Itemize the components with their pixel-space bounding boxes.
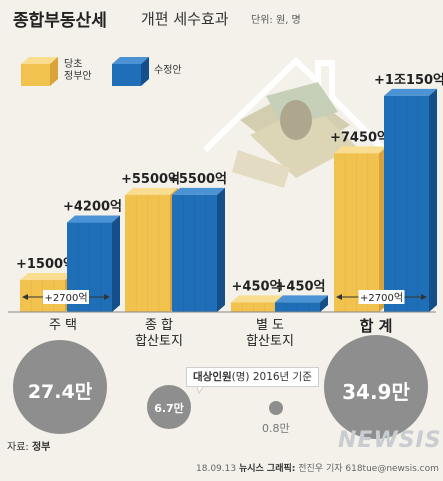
circle-total (324, 335, 428, 439)
newsis-watermark: NEWSIS (338, 428, 442, 453)
legend-revised-icon (112, 57, 149, 86)
bar-govt-3 (334, 146, 387, 312)
data-label-revised-2: +450억 (276, 279, 326, 294)
credit-date: 18.09.13 (196, 464, 237, 474)
headcount-note-bold: 대상인원 (193, 371, 232, 383)
source-value: 정부 (31, 442, 51, 453)
legend-govt-label: 당초 정부안 (64, 59, 92, 82)
legend-govt-icon (21, 57, 58, 86)
page-subtitle: 개편 세수효과 (141, 10, 229, 28)
bar-revised-1 (172, 187, 225, 312)
credit-org: 뉴시스 그래픽: (238, 464, 296, 474)
data-label-govt-0: +1500억 (16, 257, 75, 272)
circle-land-combined (147, 385, 191, 429)
data-label-revised-0: +4200억 (63, 200, 122, 215)
category-label-housing: 주 택 (48, 318, 78, 333)
credit: 18.09.13 뉴시스 그래픽: 전진우 기자 618tue@newsis.c… (196, 461, 439, 474)
bar-govt-1 (125, 187, 178, 312)
source: 자료: 정부 (7, 438, 50, 453)
circle-housing-value: 27.4만 (27, 381, 93, 403)
bar-revised-2 (275, 295, 328, 312)
data-label-govt-1: +5500억 (121, 172, 180, 187)
circle-land-combined-value: 6.7만 (154, 402, 184, 415)
category-label-total: 합 계 (359, 317, 393, 335)
source-label: 자료: (7, 442, 29, 453)
diff-label-1: +2700억 (360, 292, 403, 304)
bar-revised-3 (384, 88, 437, 312)
diff-arrow-1: +2700억 (336, 290, 427, 304)
diff-label-0: +2700억 (44, 292, 87, 304)
diff-arrow-0: +2700억 (22, 290, 110, 304)
circle-housing (13, 340, 107, 434)
circle-total-value: 34.9만 (342, 380, 410, 404)
circle-land-separate (269, 401, 283, 415)
category-label-land-separate: 별 도 합산토지 (246, 318, 294, 349)
page-title: 종합부동산세 (13, 11, 107, 31)
headcount-note-rest: (명) 2016년 기준 (231, 371, 312, 383)
data-label-govt-2: +450억 (232, 279, 282, 294)
unit-label: 단위: 원, 명 (251, 15, 301, 26)
circle-land-separate-value: 0.8만 (262, 422, 290, 435)
credit-author: 전진우 기자 618tue@newsis.com (298, 464, 439, 474)
data-label-revised-1: +5500억 (168, 172, 227, 187)
headcount-note: 대상인원(명) 2016년 기준 (186, 367, 319, 387)
legend-revised-label: 수정안 (154, 65, 182, 76)
data-label-revised-3: +1조150억 (374, 73, 443, 88)
data-label-govt-3: +7450억 (330, 130, 389, 145)
category-label-land-combined: 종 합 합산토지 (135, 318, 183, 349)
